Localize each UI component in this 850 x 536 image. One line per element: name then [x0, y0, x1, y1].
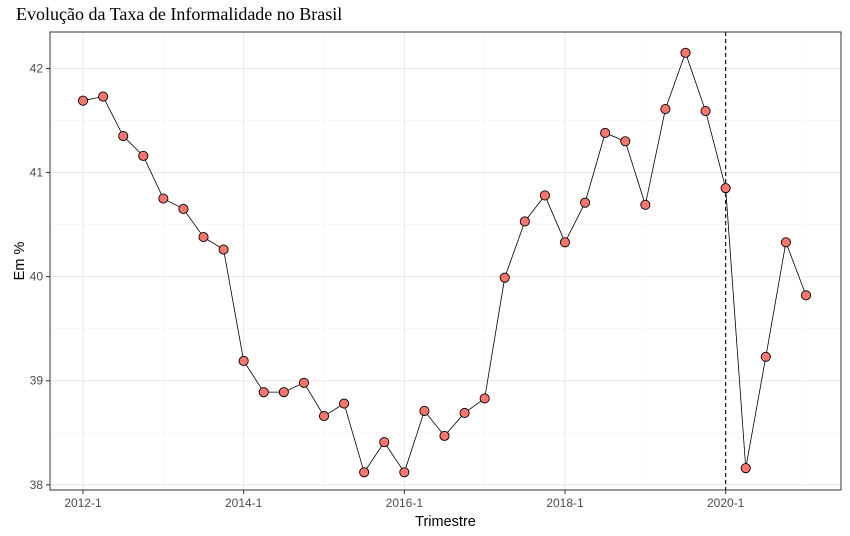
data-point	[720, 183, 731, 194]
minor-gridlines	[50, 32, 841, 490]
data-point	[178, 203, 189, 215]
x-tick-label: 2016-1	[386, 496, 424, 510]
data-point	[700, 106, 711, 117]
y-tick-label: 41	[30, 166, 44, 180]
data-point	[339, 398, 350, 409]
data-point	[519, 216, 530, 227]
data-point	[298, 377, 309, 388]
series-layer	[82, 51, 807, 474]
data-point	[439, 430, 450, 441]
data-point	[680, 47, 691, 58]
data-point	[399, 467, 410, 478]
major-gridlines	[50, 32, 841, 490]
data-point	[640, 199, 651, 210]
data-point	[258, 387, 269, 398]
data-point	[559, 237, 571, 248]
y-tick-label: 42	[30, 61, 44, 75]
data-point	[780, 237, 791, 248]
y-tick-label: 40	[30, 270, 44, 284]
data-point	[198, 232, 209, 243]
data-point	[218, 244, 229, 255]
x-tick-label: 2018-1	[546, 496, 584, 510]
x-tick-label: 2020-1	[707, 496, 745, 510]
x-tick-label: 2014-1	[225, 496, 263, 510]
data-point	[459, 407, 470, 419]
data-point	[499, 272, 510, 283]
data-point	[580, 197, 591, 208]
x-axis-title: Trimestre	[415, 514, 476, 530]
data-point	[359, 467, 370, 478]
data-point	[600, 127, 611, 139]
x-axis: 2012-1 2014-1 2016-1 2018-1 2020-1	[64, 490, 745, 510]
panel-border	[49, 31, 842, 491]
data-point	[138, 150, 149, 161]
data-point	[98, 91, 109, 102]
data-point	[620, 136, 631, 147]
series-line	[82, 51, 807, 474]
data-point	[539, 190, 550, 201]
data-point	[158, 193, 169, 204]
chart-title: Evolução da Taxa de Informalidade no Bra…	[16, 4, 343, 24]
y-axis: 38 39 40 41 42	[30, 61, 50, 492]
data-point	[419, 405, 430, 416]
data-point	[800, 290, 812, 301]
data-point	[318, 411, 330, 422]
x-tick-label: 2012-1	[64, 496, 102, 510]
data-point	[278, 387, 289, 398]
data-point	[238, 355, 249, 366]
points-layer	[77, 47, 812, 478]
y-tick-label: 39	[30, 374, 44, 388]
y-tick-label: 38	[30, 478, 44, 492]
data-point	[760, 351, 771, 362]
data-point	[77, 95, 89, 106]
data-point	[118, 131, 129, 142]
data-point	[479, 393, 490, 404]
data-point	[740, 463, 751, 474]
data-point	[379, 437, 390, 448]
data-point	[660, 103, 671, 115]
y-axis-title: Em %	[12, 242, 28, 281]
